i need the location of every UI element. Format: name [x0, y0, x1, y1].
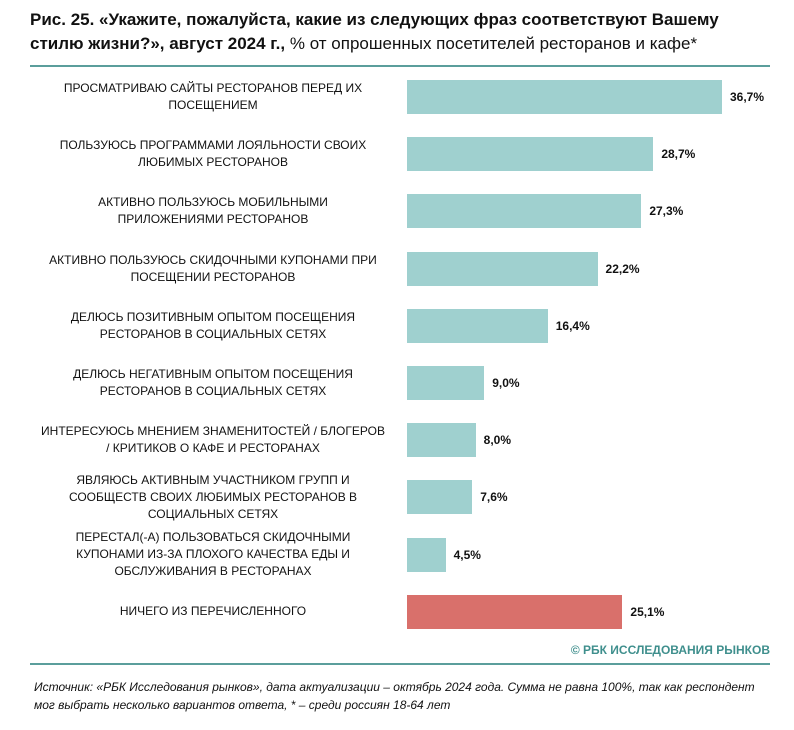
category-label: ЯВЛЯЮСЬ АКТИВНЫМ УЧАСТНИКОМ ГРУПП И СООБ…	[68, 472, 358, 521]
bar	[407, 308, 548, 343]
category-label: АКТИВНО ПОЛЬЗУЮСЬ СКИДОЧНЫМИ КУПОНАМИ ПР…	[49, 252, 377, 284]
chart-title: Рис. 25. «Укажите, пожалуйста, какие из …	[30, 10, 719, 53]
value-label: 7,6%	[480, 490, 508, 505]
bar	[407, 423, 476, 458]
top-rule	[30, 65, 770, 67]
bar	[407, 137, 654, 172]
value-label: 9,0%	[492, 376, 520, 390]
bottom-rule	[30, 663, 770, 665]
category-label: ПОЛЬЗУЮСЬ ПРОГРАММАМИ ЛОЯЛЬНОСТИ СВОИХ Л…	[59, 138, 367, 170]
category-label: ПРОСМАТРИВАЮ САЙТЫ РЕСТОРАНОВ ПЕРЕД ИХ П…	[63, 81, 363, 112]
category-label: ИНТЕРЕСУЮСЬ МНЕНИЕМ ЗНАМЕНИТОСТЕЙ / БЛОГ…	[41, 424, 385, 456]
value-label: 27,3%	[649, 204, 684, 219]
category-label: ПЕРЕСТАЛ(-А) ПОЛЬЗОВАТЬСЯ СКИДОЧНЫМИ КУП…	[75, 530, 351, 579]
chart-subtitle: % от опрошенных посетителей ресторанов и…	[289, 34, 698, 53]
source: © РБК ИССЛЕДОВАНИЯ РЫНКОВ	[570, 643, 770, 657]
value-label: 28,7%	[661, 147, 696, 162]
bar	[407, 251, 598, 286]
bar	[407, 537, 446, 572]
note: Источник: «РБК Исследования рынков», дат…	[34, 680, 755, 712]
value-label: 4,5%	[453, 547, 481, 562]
title-block: Рис. 25. «Укажите, пожалуйста, какие из …	[30, 8, 770, 56]
category-label: НИЧЕГО ИЗ ПЕРЕЧИСЛЕННОГО	[119, 604, 307, 619]
bar	[407, 80, 722, 114]
value-label: 22,2%	[605, 261, 640, 276]
value-label: 8,0%	[483, 433, 512, 448]
category-label: АКТИВНО ПОЛЬЗУЮСЬ МОБИЛЬНЫМИ ПРИЛОЖЕНИЯМ…	[98, 195, 328, 227]
category-label: ДЕЛЮСЬ ПОЗИТИВНЫМ ОПЫТОМ ПОСЕЩЕНИЯ РЕСТО…	[70, 309, 356, 341]
bar	[407, 366, 485, 400]
bar	[407, 480, 473, 515]
category-label: ДЕЛЮСЬ НЕГАТИВНЫМ ОПЫТОМ ПОСЕЩЕНИЯ РЕСТО…	[73, 367, 353, 398]
value-label: 36,7%	[730, 90, 765, 104]
bar	[407, 594, 623, 629]
value-label: 25,1%	[630, 604, 665, 619]
value-label: 16,4%	[555, 318, 590, 333]
bar	[407, 194, 642, 229]
